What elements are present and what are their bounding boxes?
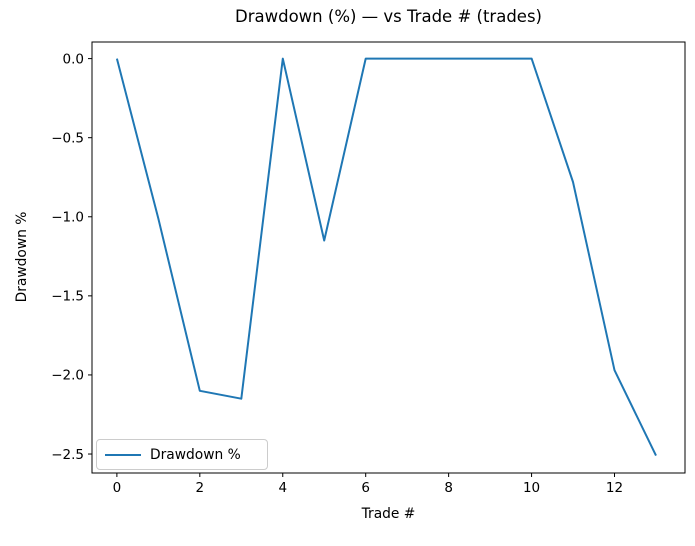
x-tick-label: 4 [278, 480, 287, 496]
axes-frame [91, 41, 686, 474]
drawdown-line [115, 57, 657, 457]
y-tick-label: −1.5 [51, 289, 84, 305]
y-tick-label: −2.0 [51, 368, 84, 384]
y-tick-label: −2.5 [51, 447, 84, 463]
x-tick-label: 10 [523, 480, 540, 496]
chart-title: Drawdown (%) — vs Trade # (trades) [235, 7, 542, 26]
y-tick-label: 0.0 [63, 51, 84, 67]
x-tick-label: 6 [361, 480, 370, 496]
x-tick-label: 2 [196, 480, 205, 496]
x-axis-label: Trade # [361, 506, 416, 522]
x-tick-label: 12 [606, 480, 623, 496]
y-axis-label: Drawdown % [14, 211, 30, 303]
y-tick-label: −1.0 [51, 210, 84, 226]
legend-label: Drawdown % [150, 446, 241, 463]
x-tick-label: 8 [444, 480, 453, 496]
legend: Drawdown % [96, 439, 268, 470]
x-tick-label: 0 [113, 480, 122, 496]
legend-line-swatch [105, 453, 141, 456]
y-tick-label: −0.5 [51, 130, 84, 146]
